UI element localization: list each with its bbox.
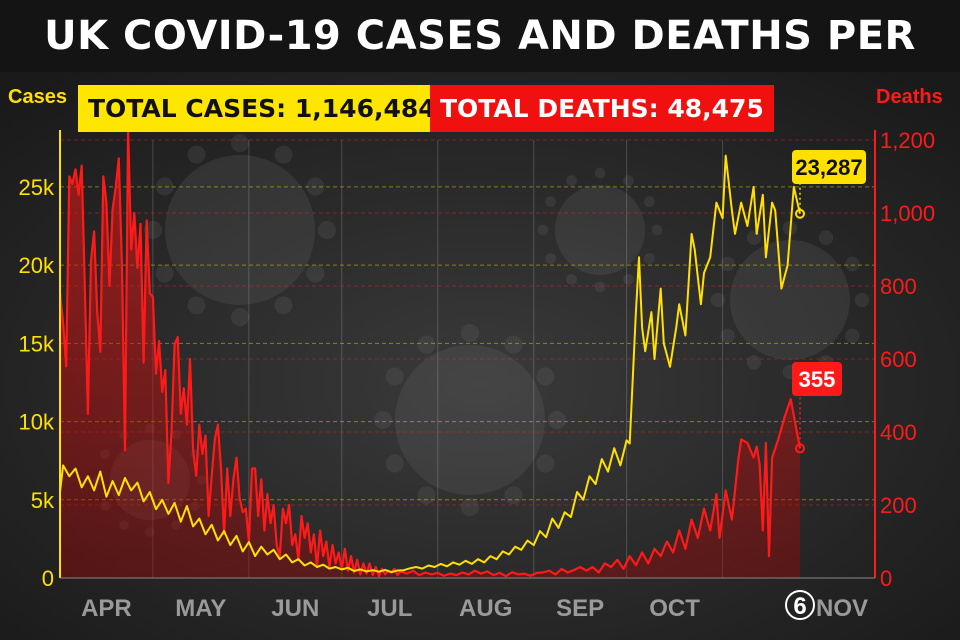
- right-tick-label: 1,000: [880, 201, 935, 226]
- deaths-line: [58, 128, 802, 578]
- left-axis-label: Cases: [8, 86, 67, 108]
- right-tick-label: 400: [880, 420, 917, 445]
- virus-spike: [306, 264, 325, 283]
- virus-spike: [566, 175, 577, 187]
- left-tick-label: 0: [42, 566, 54, 591]
- left-tick-label: 15k: [19, 331, 55, 356]
- virus-spike: [231, 308, 249, 326]
- virus-spike: [566, 273, 577, 285]
- virus-body: [555, 185, 645, 275]
- month-tick-label: OCT: [649, 595, 700, 622]
- virus-spike: [318, 221, 336, 239]
- virus-spike: [720, 256, 735, 272]
- left-tick-label: 25k: [19, 175, 55, 200]
- virus-body: [730, 240, 850, 360]
- virus-spike: [651, 224, 663, 236]
- annotations: 23,287 355: [792, 150, 866, 454]
- virus-spike: [385, 454, 404, 473]
- month-tick-label: JUL: [367, 595, 412, 622]
- virus-spike: [720, 328, 735, 344]
- virus-spike: [746, 355, 762, 370]
- right-tick-label: 800: [880, 274, 917, 299]
- virus-spike: [710, 292, 726, 308]
- left-tick-label: 10k: [19, 410, 55, 435]
- virus-spike: [623, 273, 634, 285]
- virus-spike: [155, 264, 174, 283]
- virus-spike: [643, 253, 655, 264]
- virus-spike: [536, 367, 555, 386]
- month-tick-label: JUN: [271, 595, 319, 622]
- virus-spike: [845, 256, 860, 272]
- total-deaths-badge: TOTAL DEATHS: 48,475: [430, 85, 774, 132]
- deaths-callout-box: [792, 362, 842, 396]
- virus-spike: [417, 486, 436, 505]
- virus-spike: [274, 296, 293, 315]
- virus-body: [165, 155, 315, 305]
- virus-spike: [461, 498, 479, 516]
- virus-spike: [746, 230, 762, 245]
- virus-spike: [155, 177, 174, 196]
- last-date-month: NOV: [816, 595, 868, 622]
- cases-callout-box: [792, 150, 866, 184]
- chart-title: UK COVID-19 CASES AND DEATHS PER DAY: [0, 0, 960, 131]
- virus-spike: [504, 335, 523, 354]
- virus-spike: [594, 281, 606, 293]
- axes: 0 5k 10k 15k 20k 25k 0 200 400 600 800 1,000 1,200 AP…: [19, 128, 936, 622]
- virus-spike: [594, 167, 606, 179]
- left-tick-label: 20k: [19, 253, 55, 278]
- last-date-day: 6: [793, 593, 806, 620]
- virus-spike: [818, 230, 834, 245]
- virus-spike: [306, 177, 325, 196]
- right-tick-label: 200: [880, 493, 917, 518]
- cases-series: [59, 154, 801, 574]
- virus-spike: [545, 196, 557, 207]
- virus-spike: [461, 324, 479, 342]
- virus-spike: [417, 335, 436, 354]
- virus-spike: [504, 486, 523, 505]
- virus-spike: [643, 196, 655, 207]
- deaths-series: [58, 128, 802, 578]
- right-tick-label: 600: [880, 347, 917, 372]
- virus-spike: [548, 411, 566, 429]
- virus-body: [395, 345, 545, 495]
- right-tick-label: 0: [880, 566, 892, 591]
- virus-spike: [374, 411, 392, 429]
- month-tick-label: MAY: [175, 595, 226, 622]
- cases-callout-label: 23,287: [795, 155, 862, 180]
- virus-spike: [144, 221, 162, 239]
- deaths-callout-label: 355: [799, 367, 836, 392]
- virus-spike: [537, 224, 549, 236]
- month-tick-label: AUG: [459, 595, 512, 622]
- deaths-area: [60, 129, 800, 578]
- total-cases-badge: TOTAL CASES: 1,146,484: [78, 85, 446, 132]
- cases-line: [59, 154, 801, 574]
- right-tick-label: 1,200: [880, 128, 935, 153]
- virus-spike: [845, 328, 860, 344]
- virus-decoration: [93, 134, 870, 537]
- virus-spike: [187, 296, 206, 315]
- virus-spike: [536, 454, 555, 473]
- virus-spike: [854, 292, 870, 308]
- right-axis-label: Deaths: [876, 86, 943, 108]
- virus-spike: [187, 145, 206, 164]
- virus-spike: [231, 134, 249, 152]
- month-tick-label: APR: [81, 595, 132, 622]
- virus-spike: [545, 253, 557, 264]
- month-tick-label: SEP: [556, 595, 604, 622]
- virus-spike: [385, 367, 404, 386]
- virus-spike: [623, 175, 634, 187]
- left-tick-label: 5k: [31, 488, 55, 513]
- virus-spike: [274, 145, 293, 164]
- last-date-circle: [785, 590, 815, 620]
